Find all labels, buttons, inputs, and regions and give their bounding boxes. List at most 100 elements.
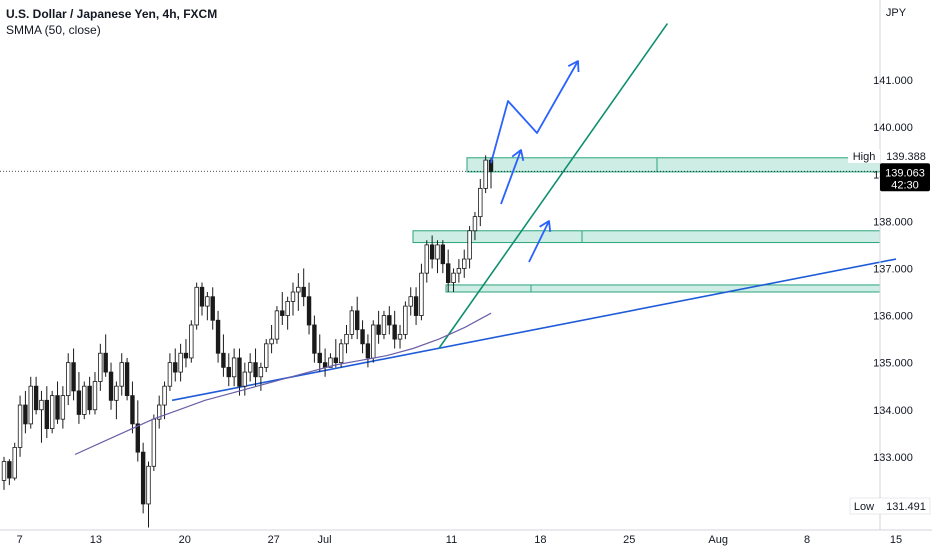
- candle-bull: [231, 357, 237, 378]
- arrow-head: [567, 60, 580, 73]
- candle-bull: [462, 258, 467, 269]
- low-label: Low: [854, 501, 874, 513]
- high-label: High: [853, 151, 876, 163]
- candle-bull: [483, 159, 488, 189]
- y-tick-label: 140.000: [873, 122, 913, 134]
- trendlines: [0, 23, 897, 402]
- trendline: [438, 23, 669, 349]
- candle-bear: [237, 357, 242, 387]
- candle-bear: [376, 324, 381, 335]
- candle-bull: [189, 324, 194, 359]
- candle-bull: [49, 395, 55, 429]
- candle-bull: [274, 310, 280, 340]
- candle-bear: [103, 352, 108, 373]
- x-tick-label: 27: [268, 534, 280, 546]
- candle-bear: [355, 310, 360, 331]
- candle-bear: [440, 244, 446, 265]
- support-zone: [412, 230, 881, 244]
- candle-bull: [451, 272, 456, 283]
- candle-bull: [66, 362, 71, 397]
- candle-bull: [264, 343, 269, 368]
- candle-bear: [135, 423, 140, 453]
- candle-bull: [419, 272, 424, 316]
- candle-bull: [247, 362, 253, 373]
- candle-bear: [317, 352, 322, 364]
- candle-bull: [146, 465, 151, 505]
- candle-bear: [360, 329, 365, 345]
- bar-countdown: 42:30: [891, 179, 919, 191]
- support-zone: [466, 157, 881, 173]
- candle-bear: [445, 263, 451, 283]
- high-value: 139.388: [886, 151, 926, 163]
- candle-bear: [33, 385, 39, 411]
- arrow-head: [539, 220, 552, 232]
- candle-bear: [140, 451, 146, 505]
- candle-bull: [17, 404, 23, 448]
- high-tag-bg: [848, 148, 880, 163]
- zones: [412, 157, 881, 293]
- candle-bear: [55, 395, 60, 420]
- candle-bear: [226, 366, 231, 378]
- projection-path: [528, 220, 550, 263]
- candle-bull: [472, 216, 478, 232]
- projection-arrows: [490, 60, 580, 263]
- candle-bull: [162, 385, 167, 406]
- candle-bull: [381, 315, 387, 335]
- candle-bear: [173, 362, 178, 373]
- x-tick-label: 18: [534, 534, 546, 546]
- smma-line: [74, 312, 492, 456]
- candle-bull: [403, 305, 408, 335]
- symbol-title[interactable]: U.S. Dollar / Japanese Yen, 4h, FXCM: [6, 7, 218, 21]
- candle-bull: [151, 418, 157, 467]
- indicator-label[interactable]: SMMA (50, close): [6, 23, 101, 37]
- candle-bull: [205, 296, 210, 307]
- candle-bull: [39, 399, 44, 411]
- y-tick-label: 137.000: [873, 263, 913, 275]
- y-tick-label: 136.000: [873, 311, 913, 323]
- candle-bull: [156, 404, 162, 420]
- candle-bear: [124, 362, 130, 397]
- candle-bull: [371, 324, 376, 359]
- candle-bear: [210, 296, 215, 321]
- candle-bear: [392, 324, 397, 340]
- candle-bull: [242, 371, 248, 387]
- candle-bull: [92, 381, 98, 411]
- candle-bull: [296, 286, 301, 293]
- x-tick-label: Jul: [317, 534, 331, 546]
- x-tick-label: Aug: [708, 534, 728, 546]
- candle-bear: [71, 362, 76, 392]
- current-price-value: 139.063: [885, 167, 925, 179]
- current-price-badge: [880, 163, 930, 192]
- candle-bear: [312, 324, 317, 354]
- candle-bull: [285, 301, 290, 316]
- candle-bull: [60, 395, 66, 420]
- candle-bull: [82, 385, 87, 415]
- y-tick-label: 138.000: [873, 216, 913, 228]
- candle-bull: [167, 362, 173, 387]
- y-tick-label: 133.000: [873, 452, 913, 464]
- x-tick-label: 11: [446, 534, 457, 546]
- y-tick-label: 141.000: [873, 75, 913, 87]
- candle-bear: [108, 371, 114, 401]
- candle-bear: [183, 352, 189, 359]
- candle-bear: [44, 399, 50, 429]
- candle-bull: [344, 333, 349, 345]
- arrow-head: [511, 149, 525, 161]
- candle-bull: [1, 461, 7, 481]
- candle-bull: [424, 244, 429, 274]
- support-zone: [445, 284, 881, 293]
- candle-bear: [23, 404, 28, 425]
- low-tag-bg: [849, 497, 931, 515]
- candle-bear: [413, 296, 419, 316]
- x-tick-label: 15: [890, 534, 902, 546]
- candle-bull: [397, 333, 403, 340]
- candle-bear: [87, 385, 92, 411]
- candle-bear: [199, 286, 205, 307]
- candle-bull: [114, 385, 119, 401]
- projection-path: [490, 60, 579, 164]
- candle-bull: [435, 244, 440, 260]
- candle-bull: [456, 268, 462, 274]
- y-tick-label: 134.000: [873, 405, 913, 417]
- candle-bull: [28, 385, 33, 425]
